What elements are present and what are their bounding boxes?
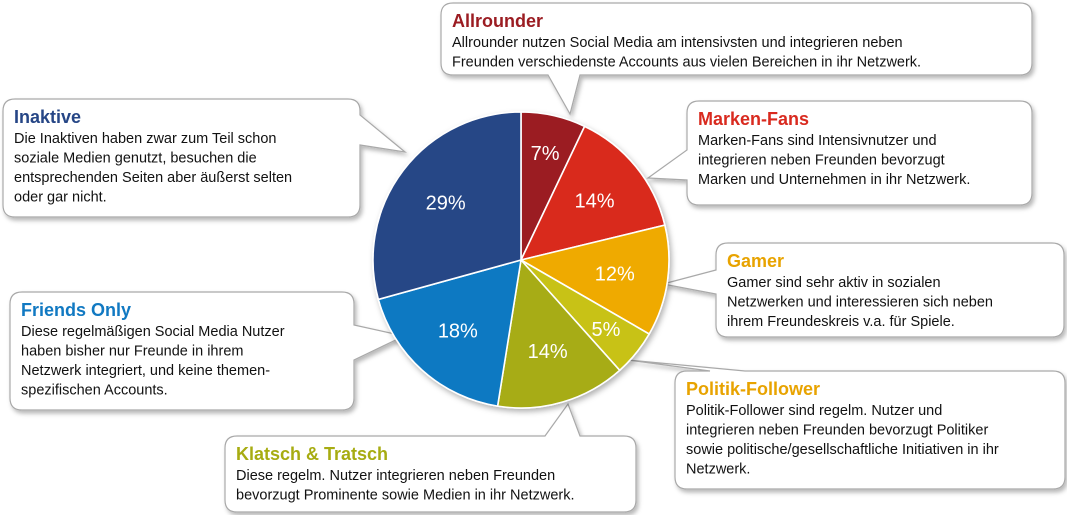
slice-label-inaktive: 29% — [426, 193, 466, 215]
callout-title-inaktive: Inaktive — [14, 107, 81, 127]
callout-text-allrounder: Allrounder nutzen Social Media am intens… — [452, 35, 903, 51]
pie — [372, 111, 670, 409]
callout-text-marken-fans: Marken-Fans sind Intensivnutzer und — [698, 133, 937, 149]
callout-box-gamer — [662, 242, 1065, 338]
callout-text-gamer: Netzwerken und interessieren sich neben — [727, 295, 993, 311]
pie-slice-inaktive — [372, 111, 522, 301]
callout-marken-fans: Marken-Fans Marken-Fans sind Intensivnutz… — [646, 100, 1033, 206]
callout-text-friends-only: Diese regelmäßigen Social Media Nutzer — [21, 324, 285, 340]
callout-text-politik-follower: Politik-Follower sind regelm. Nutzer und — [686, 403, 942, 419]
callout-title-gamer: Gamer — [727, 251, 784, 271]
callout-text-klatsch-and-tratsch: bevorzugt Prominente sowie Medien in ihr… — [236, 488, 574, 504]
slice-label-marken-fans: 14% — [575, 190, 615, 212]
callout-inaktive: Inaktive Die Inaktiven haben zwar zum Tei… — [2, 98, 408, 218]
callout-title-politik-follower: Politik-Follower — [686, 379, 820, 399]
callout-box-politik-follower — [627, 359, 1066, 490]
callout-text-inaktive: oder gar nicht. — [14, 190, 107, 206]
pie-slice-gamer — [518, 224, 670, 336]
callout-politik-follower: Politik-Follower Politik-Follower sind re… — [627, 359, 1066, 490]
callout-text-politik-follower: sowie politische/gesellschaftliche Initi… — [686, 442, 999, 458]
callout-text-friends-only: spezifischen Accounts. — [21, 383, 168, 399]
pie-slice-marken-fans — [519, 125, 666, 262]
callout-box-friends-only — [9, 291, 406, 411]
pie-labels: 7% 14% 12% 5% 14% 18% 29% — [426, 143, 635, 363]
pie-slice-klatsch-and-tratsch — [496, 258, 621, 409]
callout-title-friends-only: Friends Only — [21, 300, 131, 320]
slice-label-politik-follower: 5% — [592, 319, 621, 341]
callout-box-marken-fans — [646, 100, 1033, 206]
callout-text-inaktive: soziale Medien genutzt, besuchen die — [14, 151, 257, 167]
callout-text-marken-fans: integrieren neben Freunden bevorzugt — [698, 153, 945, 169]
callout-text-gamer: ihrem Freundeskreis v.a. für Spiele. — [727, 314, 955, 330]
callout-title-marken-fans: Marken-Fans — [698, 109, 809, 129]
callout-title-allrounder: Allrounder — [452, 11, 543, 31]
callout-text-allrounder: Freunden verschiedenste Accounts aus vie… — [452, 55, 921, 71]
callout-klatsch-and-tratsch: Klatsch & Tratsch Diese regelm. Nutzer in… — [224, 402, 637, 513]
callout-text-marken-fans: Marken und Unternehmen in ihr Netzwerk. — [698, 172, 970, 188]
callout-text-inaktive: Die Inaktiven haben zwar zum Teil schon — [14, 131, 276, 147]
slice-label-allrounder: 7% — [531, 143, 560, 165]
slice-label-klatsch-and-tratsch: 14% — [528, 341, 568, 363]
slice-label-gamer: 12% — [595, 263, 635, 285]
callout-box-allrounder — [440, 2, 1033, 116]
callout-text-gamer: Gamer sind sehr aktiv in sozialen — [727, 275, 941, 291]
callout-title-klatsch-and-tratsch: Klatsch & Tratsch — [236, 444, 388, 464]
callout-friends-only: Friends Only Diese regelmäßigen Social Me… — [9, 291, 406, 411]
callout-text-friends-only: Netzwerk integriert, und keine themen- — [21, 363, 270, 379]
callout-box-klatsch-and-tratsch — [224, 402, 637, 513]
callout-text-politik-follower: Netzwerk. — [686, 462, 750, 478]
callout-text-friends-only: haben bisher nur Freunde in ihrem — [21, 344, 243, 360]
pie-slice-friends-only — [377, 258, 522, 408]
slice-label-friends-only: 18% — [438, 321, 478, 343]
callout-text-klatsch-and-tratsch: Diese regelm. Nutzer integrieren neben F… — [236, 468, 555, 484]
callout-text-politik-follower: integrieren neben Freunden bevorzugt Pol… — [686, 423, 988, 439]
callout-box-inaktive — [2, 98, 408, 218]
callout-allrounder: Allrounder Allrounder nutzen Social Media… — [440, 2, 1033, 116]
callout-gamer: Gamer Gamer sind sehr aktiv in sozialen Ne… — [662, 242, 1065, 338]
callout-text-inaktive: entsprechenden Seiten aber äußerst selte… — [14, 170, 292, 186]
